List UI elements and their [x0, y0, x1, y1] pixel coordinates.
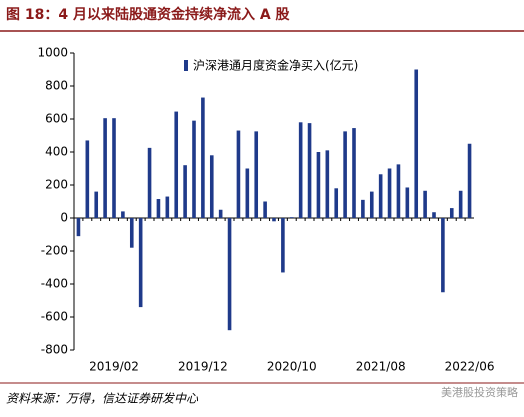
bar — [414, 69, 419, 218]
x-tick-label: 2019/02 — [89, 360, 139, 374]
bar — [352, 128, 356, 218]
bar — [183, 165, 187, 218]
bar — [298, 122, 303, 218]
legend-label: 沪深港通月度资金净买入(亿元) — [193, 58, 358, 73]
y-tick-label: -200 — [41, 244, 68, 258]
bar — [423, 190, 427, 218]
x-tick-label: 2022/06 — [445, 360, 495, 374]
legend-swatch — [184, 60, 188, 71]
bar — [254, 131, 259, 218]
y-tick-label: 1000 — [37, 46, 68, 60]
bar — [245, 168, 250, 218]
bar — [361, 199, 365, 218]
watermark: 美港股投资策略 — [441, 385, 518, 399]
bar — [85, 140, 90, 218]
bar — [387, 168, 392, 218]
chart-title: 图 18：4 月以来陆股通资金持续净流入 A 股 — [6, 6, 291, 23]
y-tick-label: 0 — [60, 211, 68, 225]
y-tick-label: 200 — [45, 178, 68, 192]
bar — [467, 143, 472, 218]
bar — [325, 150, 330, 218]
bar — [369, 191, 374, 218]
bar — [263, 201, 267, 218]
bar — [227, 218, 232, 331]
y-tick-label: -800 — [41, 343, 68, 357]
bar — [218, 209, 223, 218]
bar — [121, 211, 125, 218]
bar — [458, 190, 463, 218]
bar — [76, 218, 81, 237]
bar — [165, 196, 170, 218]
bar — [236, 130, 241, 218]
x-tick-label: 2020/10 — [267, 360, 317, 374]
bar — [156, 199, 161, 218]
bar — [94, 191, 99, 218]
bar — [103, 118, 107, 218]
bar — [129, 218, 134, 248]
bar — [405, 187, 410, 218]
bar — [192, 120, 196, 218]
x-tick-label: 2019/12 — [178, 360, 228, 374]
bar — [112, 118, 116, 218]
y-tick-label: -600 — [41, 310, 68, 324]
y-tick-label: -400 — [41, 277, 68, 291]
bar — [201, 97, 205, 218]
bar — [281, 218, 285, 273]
bar — [378, 174, 383, 218]
bar — [174, 111, 179, 218]
bar — [307, 123, 312, 218]
bar — [209, 155, 214, 218]
bar — [272, 218, 276, 222]
bar — [289, 217, 294, 218]
bar — [396, 164, 401, 218]
bar — [138, 218, 143, 308]
bar — [316, 152, 321, 218]
bar — [449, 208, 454, 218]
bar — [147, 147, 152, 218]
bar — [432, 212, 436, 218]
x-tick-label: 2021/08 — [356, 360, 406, 374]
bar — [334, 188, 339, 218]
y-tick-label: 800 — [45, 79, 68, 93]
source: 资料来源：万得，信达证券研发中心 — [6, 392, 199, 406]
bar — [441, 218, 445, 293]
bar — [343, 131, 347, 218]
y-tick-label: 400 — [45, 145, 68, 159]
y-tick-label: 600 — [45, 112, 68, 126]
